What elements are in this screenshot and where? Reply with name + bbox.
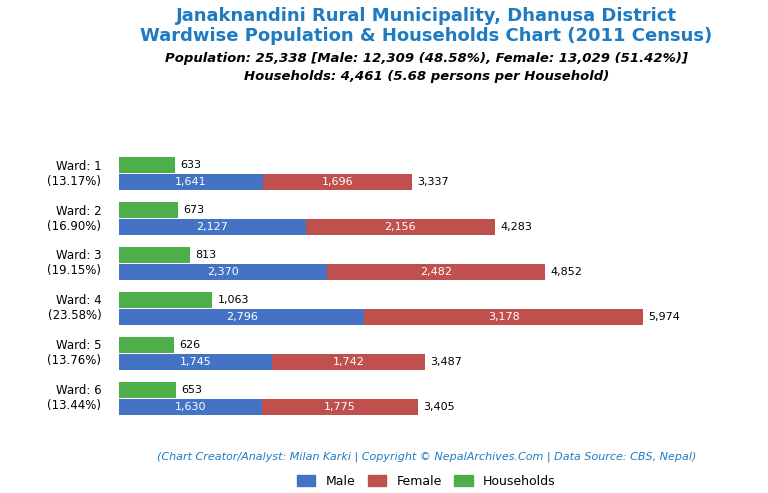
Text: 2,796: 2,796 bbox=[226, 312, 258, 322]
Bar bbox=[262, 399, 418, 415]
Text: 3,405: 3,405 bbox=[423, 402, 455, 412]
Text: 1,630: 1,630 bbox=[175, 402, 207, 412]
Text: Ward: 3
(19.15%): Ward: 3 (19.15%) bbox=[48, 249, 101, 278]
Text: Ward: 5
(13.76%): Ward: 5 (13.76%) bbox=[48, 339, 101, 367]
Text: 2,156: 2,156 bbox=[385, 222, 416, 232]
Bar bbox=[119, 399, 262, 415]
Bar bbox=[119, 175, 263, 190]
Text: 1,745: 1,745 bbox=[180, 357, 211, 367]
Bar bbox=[119, 354, 272, 370]
Text: 2,127: 2,127 bbox=[197, 222, 228, 232]
Bar bbox=[119, 202, 178, 218]
Text: 813: 813 bbox=[196, 250, 217, 260]
Legend: Male, Female, Households: Male, Female, Households bbox=[292, 470, 561, 493]
Bar bbox=[272, 354, 425, 370]
Bar bbox=[119, 309, 365, 325]
Text: Janaknandini Rural Municipality, Dhanusa District: Janaknandini Rural Municipality, Dhanusa… bbox=[176, 7, 677, 26]
Text: 2,370: 2,370 bbox=[207, 267, 239, 277]
Text: Wardwise Population & Households Chart (2011 Census): Wardwise Population & Households Chart (… bbox=[140, 27, 713, 45]
Text: Ward: 4
(23.58%): Ward: 4 (23.58%) bbox=[48, 294, 101, 322]
Text: 3,178: 3,178 bbox=[488, 312, 520, 322]
Text: Population: 25,338 [Male: 12,309 (48.58%), Female: 13,029 (51.42%)]: Population: 25,338 [Male: 12,309 (48.58%… bbox=[165, 52, 687, 65]
Bar bbox=[119, 337, 174, 352]
Text: 626: 626 bbox=[179, 340, 200, 350]
Text: 4,852: 4,852 bbox=[550, 267, 582, 277]
Text: 3,337: 3,337 bbox=[417, 177, 449, 187]
Bar bbox=[119, 247, 190, 263]
Text: Ward: 1
(13.17%): Ward: 1 (13.17%) bbox=[48, 160, 101, 187]
Bar bbox=[365, 309, 644, 325]
Text: 1,063: 1,063 bbox=[217, 295, 249, 305]
Text: Ward: 2
(16.90%): Ward: 2 (16.90%) bbox=[48, 205, 101, 233]
Text: 673: 673 bbox=[184, 205, 204, 215]
Text: 653: 653 bbox=[181, 385, 203, 394]
Text: 633: 633 bbox=[180, 160, 201, 170]
Bar bbox=[327, 264, 545, 280]
Bar bbox=[119, 157, 174, 173]
Bar bbox=[119, 292, 212, 308]
Bar bbox=[263, 175, 412, 190]
Text: 1,742: 1,742 bbox=[333, 357, 365, 367]
Text: 5,974: 5,974 bbox=[649, 312, 680, 322]
Text: 1,775: 1,775 bbox=[324, 402, 356, 412]
Bar bbox=[119, 219, 306, 235]
Text: (Chart Creator/Analyst: Milan Karki | Copyright © NepalArchives.Com | Data Sourc: (Chart Creator/Analyst: Milan Karki | Co… bbox=[157, 451, 696, 461]
Text: 4,283: 4,283 bbox=[500, 222, 532, 232]
Text: 1,696: 1,696 bbox=[322, 177, 353, 187]
Text: 2,482: 2,482 bbox=[420, 267, 452, 277]
Text: 3,487: 3,487 bbox=[430, 357, 462, 367]
Text: Ward: 6
(13.44%): Ward: 6 (13.44%) bbox=[48, 385, 101, 412]
Bar bbox=[306, 219, 495, 235]
Text: Households: 4,461 (5.68 persons per Household): Households: 4,461 (5.68 persons per Hous… bbox=[243, 70, 609, 83]
Bar bbox=[119, 382, 177, 397]
Text: 1,641: 1,641 bbox=[175, 177, 207, 187]
Bar bbox=[119, 264, 327, 280]
